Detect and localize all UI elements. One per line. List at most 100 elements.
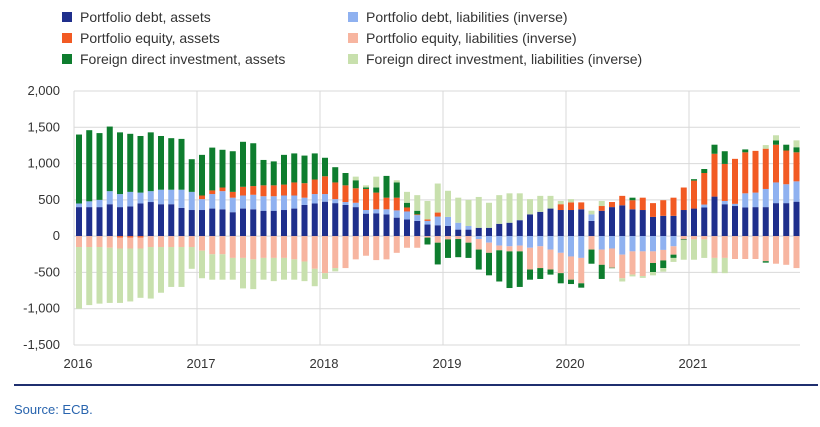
bar-segment	[465, 242, 472, 258]
bar-segment	[578, 283, 585, 288]
bar-segment	[588, 214, 595, 221]
bar-segment	[147, 247, 154, 299]
bar-segment	[568, 210, 574, 237]
bar-segment	[393, 182, 400, 198]
bar-segment	[250, 209, 257, 237]
bar-segment	[762, 261, 769, 263]
bar-segment	[783, 236, 790, 265]
bar-segment	[250, 194, 257, 210]
bar-segment	[270, 236, 277, 258]
bar-segment	[650, 272, 656, 276]
bar-segment	[598, 236, 605, 250]
bar-segment	[609, 236, 615, 249]
bar-segment	[137, 203, 144, 237]
bar-segment	[670, 254, 677, 258]
legend-swatch	[348, 54, 358, 64]
bar-segment	[147, 132, 154, 192]
bar-segment	[598, 206, 605, 211]
bar-segment	[96, 247, 103, 304]
bar-segment	[506, 251, 513, 289]
bar-segment	[773, 182, 779, 204]
bar-segment	[291, 236, 298, 260]
bar-segment	[322, 236, 328, 274]
bar-segment	[701, 204, 708, 208]
bar-segment	[209, 194, 216, 209]
bar-segment	[516, 236, 523, 246]
bar-segment	[414, 210, 421, 215]
bar-segment	[117, 237, 123, 249]
bar-segment	[260, 159, 267, 186]
bar-segment	[86, 236, 93, 248]
bar-segment	[352, 188, 359, 203]
bar-segment	[527, 269, 533, 280]
legend-label: Portfolio debt, assets	[80, 9, 211, 25]
bar-segment	[322, 201, 328, 237]
bar-segment	[270, 185, 277, 197]
bar-segment	[793, 140, 800, 148]
bar-segment	[721, 204, 728, 237]
bar-segment	[219, 149, 226, 188]
bar-segment	[301, 197, 308, 205]
bar-segment	[383, 175, 390, 198]
bar-segment	[96, 133, 103, 200]
bar-segment	[475, 239, 482, 250]
bar-segment	[496, 223, 503, 237]
bar-segment	[547, 195, 554, 209]
bar-segment	[106, 236, 113, 248]
bar-segment	[127, 237, 134, 249]
bar-segment	[670, 257, 677, 262]
bar-segment	[106, 191, 113, 205]
bar-segment	[445, 236, 451, 240]
bar-segment	[701, 173, 708, 205]
bar-segment	[127, 236, 134, 238]
bar-segment	[240, 257, 246, 289]
bar-segment	[311, 268, 318, 287]
bar-segment	[76, 203, 82, 208]
bar-segment	[670, 246, 677, 255]
bar-segment	[404, 202, 410, 208]
bar-segment	[250, 143, 257, 187]
bar-segment	[311, 153, 318, 180]
bar-segment	[629, 197, 636, 201]
bar-segment	[516, 251, 523, 287]
divider	[14, 384, 818, 386]
bar-segment	[496, 195, 503, 224]
bar-segment	[352, 180, 359, 189]
bar-segment	[455, 236, 462, 240]
bar-segment	[762, 188, 769, 208]
bar-segment	[475, 236, 482, 240]
bar-segment	[178, 138, 185, 190]
bar-segment	[383, 209, 390, 215]
bar-segment	[301, 261, 308, 282]
bar-segment	[721, 236, 728, 258]
bar-segment	[352, 202, 359, 208]
bar-segment	[158, 236, 164, 248]
bar-segment	[793, 236, 800, 269]
bar-segment	[393, 217, 400, 237]
bar-segment	[680, 236, 687, 240]
legend-item-portfolio-equity-liabilities: Portfolio equity, liabilities (inverse)	[348, 30, 577, 46]
bar-segment	[588, 236, 595, 250]
bar-segment	[229, 151, 236, 192]
legend-item-portfolio-debt-assets: Portfolio debt, assets	[62, 9, 211, 25]
bar-segment	[445, 216, 451, 226]
bar-segment	[219, 209, 226, 237]
bar-segment	[496, 236, 503, 246]
bar-segment	[311, 179, 318, 195]
y-tick-label: 1,500	[27, 119, 60, 134]
bar-segment	[680, 239, 687, 241]
bar-segment	[547, 208, 554, 237]
bar-segment	[373, 236, 380, 261]
bar-segment	[588, 220, 595, 237]
bar-segment	[301, 204, 308, 237]
bar-segment	[393, 236, 400, 253]
bar-segment	[486, 202, 492, 228]
bar-segment	[680, 187, 687, 211]
bar-segment	[332, 268, 339, 272]
bar-segment	[158, 189, 164, 205]
bar-segment	[96, 207, 103, 237]
bar-segment	[209, 208, 216, 237]
y-tick-label: 1,000	[27, 156, 60, 171]
legend-item-fdi-assets: Foreign direct investment, assets	[62, 51, 285, 67]
bar-segment	[291, 182, 298, 196]
